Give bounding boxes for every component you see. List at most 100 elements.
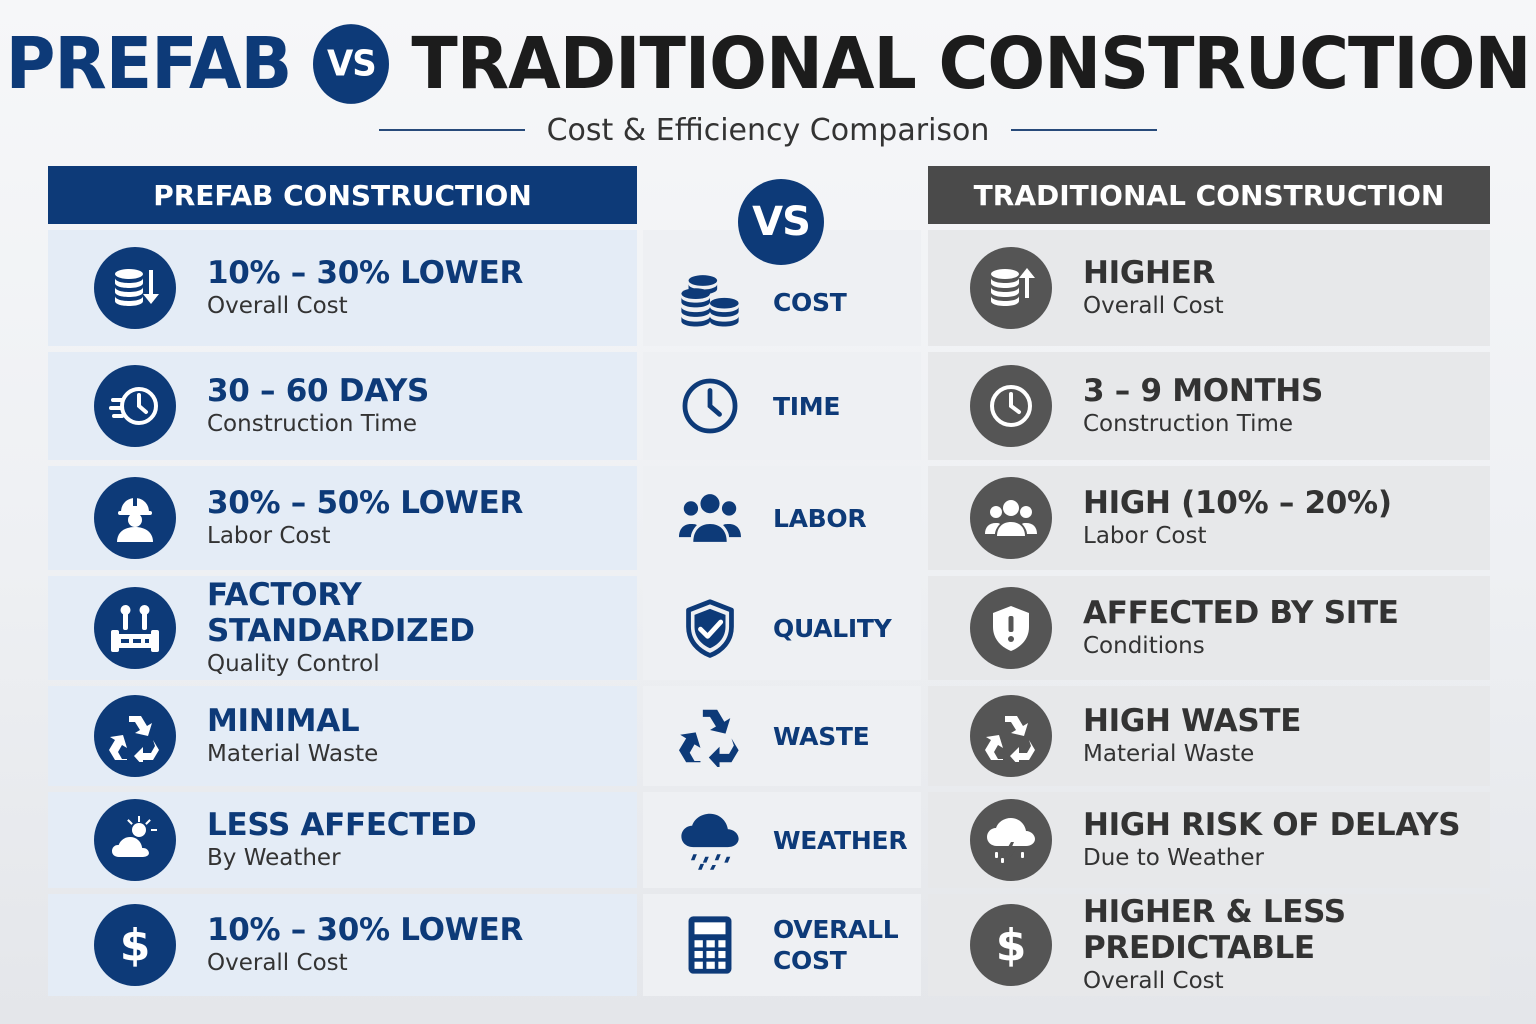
traditional-headline: HIGH RISK OF DELAYS (1083, 807, 1461, 843)
category-row-1: COST (643, 230, 921, 346)
traditional-headline: AFFECTED BY SITE (1083, 595, 1399, 631)
subtitle-rule-right (1011, 129, 1158, 131)
traditional-text: AFFECTED BY SITE Conditions (1083, 595, 1399, 661)
clock-icon (970, 365, 1052, 447)
prefab-row-5: MINIMAL Material Waste (48, 686, 637, 786)
category-label: COST (773, 287, 847, 317)
shield-alert-icon (970, 587, 1052, 669)
prefab-text: 10% – 30% LOWER Overall Cost (207, 912, 523, 978)
traditional-row-2: 3 – 9 MONTHS Construction Time (928, 352, 1490, 460)
prefab-subtext: Overall Cost (207, 293, 348, 319)
category-row-2: TIME (643, 352, 921, 460)
category-label: OVERALL COST (773, 915, 899, 975)
traditional-row-4: AFFECTED BY SITE Conditions (928, 576, 1490, 680)
prefab-headline: LESS AFFECTED (207, 807, 477, 843)
traditional-headline: 3 – 9 MONTHS (1083, 373, 1323, 409)
main-title: PREFAB VS TRADITIONAL CONSTRUCTION (0, 20, 1536, 108)
traditional-headline: HIGH WASTE (1083, 703, 1302, 739)
fast-clock-icon (94, 365, 176, 447)
people-icon (970, 477, 1052, 559)
worker-icon (94, 477, 176, 559)
title-prefab: PREFAB (5, 22, 293, 106)
coins-icon (677, 269, 743, 335)
prefab-row-7: $10% – 30% LOWER Overall Cost (48, 894, 637, 996)
calculator-icon (677, 912, 743, 978)
traditional-text: HIGH (10% – 20%) Labor Cost (1083, 485, 1392, 551)
category-row-7: OVERALL COST (643, 894, 921, 996)
prefab-headline: FACTORY STANDARDIZED (207, 577, 475, 649)
traditional-text: HIGH WASTE Material Waste (1083, 703, 1301, 769)
traditional-headline: HIGH (10% – 20%) (1083, 485, 1392, 521)
traditional-text: HIGHER & LESS PREDICTABLE Overall Cost (1083, 894, 1490, 996)
traditional-text: HIGHER Overall Cost (1083, 255, 1224, 321)
subtitle: Cost & Efficiency Comparison (0, 110, 1536, 150)
traditional-text: HIGH RISK OF DELAYS Due to Weather (1083, 807, 1461, 873)
prefab-subtext: Quality Control (207, 651, 380, 677)
title-traditional: TRADITIONAL CONSTRUCTION (411, 22, 1531, 106)
traditional-subtext: Material Waste (1083, 741, 1255, 767)
prefab-text: MINIMAL Material Waste (207, 703, 378, 769)
prefab-subtext: Overall Cost (207, 950, 348, 976)
prefab-text: 30% – 50% LOWER Labor Cost (207, 485, 523, 551)
category-row-4: QUALITY (643, 576, 921, 680)
traditional-text: 3 – 9 MONTHS Construction Time (1083, 373, 1323, 439)
traditional-headline: HIGHER & LESS PREDICTABLE (1083, 894, 1346, 966)
traditional-column-header: TRADITIONAL CONSTRUCTION (928, 166, 1490, 224)
prefab-headline: 10% – 30% LOWER (207, 255, 524, 291)
category-row-3: LABOR (643, 466, 921, 570)
category-label: WEATHER (773, 825, 908, 855)
center-vs-badge: VS (738, 179, 824, 265)
traditional-headline: HIGHER (1083, 255, 1216, 291)
traditional-subtext: Due to Weather (1083, 845, 1264, 871)
rain-cloud-icon (677, 807, 743, 873)
category-row-5: WASTE (643, 686, 921, 786)
shield-check-icon (677, 595, 743, 661)
category-label: LABOR (773, 503, 867, 533)
svg-text:$: $ (120, 920, 151, 971)
prefab-row-1: 10% – 30% LOWER Overall Cost (48, 230, 637, 346)
prefab-row-3: 30% – 50% LOWER Labor Cost (48, 466, 637, 570)
prefab-row-2: 30 – 60 DAYS Construction Time (48, 352, 637, 460)
prefab-row-4: FACTORY STANDARDIZED Quality Control (48, 576, 637, 680)
prefab-text: LESS AFFECTED By Weather (207, 807, 477, 873)
prefab-headline: 30 – 60 DAYS (207, 373, 430, 409)
traditional-row-3: HIGH (10% – 20%) Labor Cost (928, 466, 1490, 570)
traditional-row-7: $ HIGHER & LESS PREDICTABLE Overall Cost (928, 894, 1490, 996)
subtitle-rule-left (378, 129, 525, 131)
category-label: WASTE (773, 721, 870, 751)
svg-text:$: $ (996, 920, 1027, 971)
title-vs-badge: VS (313, 24, 390, 104)
factory-tools-icon (94, 587, 176, 669)
category-label: QUALITY (773, 613, 892, 643)
prefab-headline: 10% – 30% LOWER (207, 912, 524, 948)
prefab-text: 30 – 60 DAYS Construction Time (207, 373, 429, 439)
prefab-subtext: Material Waste (207, 741, 379, 767)
prefab-text: 10% – 30% LOWER Overall Cost (207, 255, 523, 321)
traditional-row-5: HIGH WASTE Material Waste (928, 686, 1490, 786)
traditional-subtext: Conditions (1083, 633, 1205, 659)
clock-icon (677, 373, 743, 439)
category-row-6: WEATHER (643, 792, 921, 888)
traditional-row-6: HIGH RISK OF DELAYS Due to Weather (928, 792, 1490, 888)
prefab-subtext: Construction Time (207, 411, 418, 437)
traditional-subtext: Labor Cost (1083, 523, 1207, 549)
traditional-subtext: Overall Cost (1083, 293, 1224, 319)
traditional-subtext: Construction Time (1083, 411, 1294, 437)
prefab-subtext: By Weather (207, 845, 341, 871)
traditional-row-1: HIGHER Overall Cost (928, 230, 1490, 346)
prefab-text: FACTORY STANDARDIZED Quality Control (207, 577, 637, 679)
prefab-headline: 30% – 50% LOWER (207, 485, 524, 521)
people-icon (677, 485, 743, 551)
dollar-icon: $ (94, 904, 176, 986)
storm-cloud-icon (970, 799, 1052, 881)
traditional-subtext: Overall Cost (1083, 968, 1224, 994)
recycle-icon (970, 695, 1052, 777)
prefab-column-header: PREFAB CONSTRUCTION (48, 166, 637, 224)
recycle-icon (94, 695, 176, 777)
coins-down-icon (94, 247, 176, 329)
prefab-headline: MINIMAL (207, 703, 360, 739)
coins-up-icon (970, 247, 1052, 329)
prefab-row-6: LESS AFFECTED By Weather (48, 792, 637, 888)
prefab-subtext: Labor Cost (207, 523, 331, 549)
sun-cloud-icon (94, 799, 176, 881)
